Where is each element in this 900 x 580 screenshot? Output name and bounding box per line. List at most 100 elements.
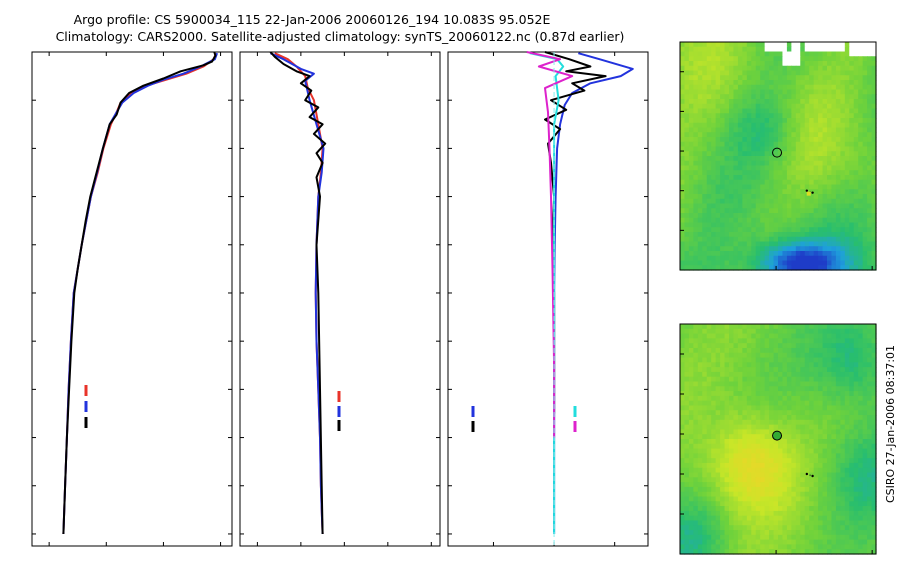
sla_map-heatmap-cell (840, 544, 846, 550)
sla_map-heatmap-cell (680, 462, 686, 469)
sst_map-heatmap-cell (769, 137, 775, 143)
sla_map-heatmap-cell (818, 386, 824, 392)
sst_map-heatmap-cell (804, 194, 810, 200)
sla_map-heatmap-cell (862, 362, 868, 368)
sst_map-heatmap-cell (737, 213, 743, 219)
sla_map-heatmap-cell (844, 362, 850, 368)
sst_map-heatmap-cell (840, 89, 846, 95)
sst_map-heatmap-cell (724, 151, 730, 157)
sst_map-heatmap-cell (702, 89, 708, 95)
sla_map-heatmap-cell (791, 458, 797, 464)
sst_map-heatmap-cell (733, 70, 739, 76)
sst_map-heatmap-cell (715, 265, 721, 271)
sst_map-heatmap-cell (684, 46, 690, 53)
sst_map-heatmap-cell (849, 65, 855, 72)
sla_map-heatmap-cell (760, 491, 766, 498)
sst_map-heatmap-cell (769, 213, 775, 219)
sla_map-heatmap-cell (853, 386, 859, 392)
sst_map-heatmap-cell (827, 99, 833, 105)
sla_map-heatmap-cell (862, 429, 868, 435)
sla_map-heatmap-cell (853, 539, 859, 546)
sla_map-heatmap-cell (684, 347, 690, 354)
sla_map-heatmap-cell (782, 520, 788, 526)
sst_map-heatmap-cell (693, 179, 699, 186)
sla_map-heatmap-cell (871, 400, 877, 407)
sst_map-heatmap-cell (702, 175, 708, 181)
sla_map-heatmap-cell (778, 458, 784, 464)
sst_map-heatmap-cell (720, 227, 726, 233)
sst_map-heatmap-cell (715, 165, 721, 171)
sst_map-heatmap-cell (733, 141, 739, 148)
sla_map-heatmap-cell (769, 477, 775, 483)
sla_map-heatmap-cell (760, 472, 766, 478)
sst_map-heatmap-cell (760, 46, 766, 53)
sla_map-heatmap-cell (702, 328, 708, 335)
sla_map-heatmap-cell (769, 333, 775, 339)
sst_map-heatmap-cell (742, 80, 748, 86)
sst_map-heatmap-cell (849, 89, 855, 95)
sla_map-heatmap-cell (737, 539, 743, 546)
sst_map-heatmap-cell (800, 42, 806, 48)
sst_map-heatmap-cell (693, 255, 699, 262)
sla_map-heatmap-cell (729, 415, 735, 421)
sst_map-heatmap-cell (729, 203, 735, 209)
sst_map-heatmap-cell (818, 179, 824, 186)
sst_map-heatmap-cell (835, 42, 841, 48)
sla_map-heatmap-cell (737, 419, 743, 426)
sst_map-heatmap-cell (688, 208, 694, 214)
sla_map-heatmap-cell (760, 539, 766, 546)
sla_map-heatmap-cell (737, 549, 743, 555)
sst_map-heatmap-cell (786, 118, 792, 124)
sla_map-heatmap-cell (760, 515, 766, 522)
sla_map-heatmap-cell (697, 324, 703, 330)
sla_map-heatmap-cell (751, 506, 757, 512)
sst_map-heatmap-cell (724, 56, 730, 62)
sla_map-heatmap-cell (773, 419, 779, 426)
sla_map-heatmap-cell (724, 405, 730, 411)
sla_map-heatmap-cell (791, 410, 797, 416)
sst_map-heatmap-cell (849, 217, 855, 224)
sla_map-heatmap-cell (809, 486, 815, 493)
sst_map-heatmap-cell (849, 122, 855, 129)
sla_map-heatmap-cell (760, 328, 766, 335)
sla_map-heatmap-cell (835, 376, 841, 383)
sla_map-heatmap-cell (822, 482, 828, 488)
sla_map-heatmap-cell (729, 520, 735, 526)
sst_map-heatmap-cell (871, 217, 877, 224)
sst_map-heatmap-cell (755, 103, 761, 110)
sla_map-heatmap-cell (782, 525, 788, 531)
sla_map-heatmap-cell (733, 419, 739, 426)
sla_map-heatmap-cell (827, 506, 833, 512)
sla_map-heatmap-cell (867, 506, 873, 512)
sst_map-heatmap-cell (778, 70, 784, 76)
sla_map-heatmap-cell (764, 357, 770, 363)
sla_map-heatmap-cell (813, 544, 819, 550)
sla_map-heatmap-cell (858, 515, 864, 522)
sla_map-heatmap-cell (697, 343, 703, 349)
sla_map-heatmap-cell (746, 324, 752, 330)
sla_map-heatmap-cell (818, 357, 824, 363)
sst_map-heatmap-cell (800, 160, 806, 167)
sla_map-heatmap-cell (818, 496, 824, 502)
sst_map-heatmap-cell (822, 132, 828, 138)
sst_map-heatmap-cell (853, 132, 859, 138)
sla_map-heatmap-cell (724, 362, 730, 368)
sla_map-heatmap-cell (737, 343, 743, 349)
sst_map-heatmap-cell (724, 203, 730, 209)
sla_map-heatmap-cell (729, 434, 735, 440)
sla_map-heatmap-cell (746, 367, 752, 373)
sst_map-heatmap-cell (764, 165, 770, 171)
sst_map-heatmap-cell (729, 213, 735, 219)
sla_map-heatmap-cell (720, 333, 726, 339)
sla_map-heatmap-cell (715, 525, 721, 531)
sla_map-heatmap-cell (804, 530, 810, 536)
sst_map-heatmap-cell (693, 156, 699, 162)
sst_map-heatmap-cell (844, 151, 850, 157)
sla_map-heatmap-cell (720, 458, 726, 464)
sst_map-heatmap-cell (791, 46, 797, 53)
sst_map-heatmap-cell (693, 175, 699, 181)
sst_map-heatmap-cell (751, 170, 757, 176)
sst_map-heatmap-cell (702, 246, 708, 252)
sst_map-heatmap-cell (751, 127, 757, 133)
sst_map-heatmap-cell (737, 108, 743, 114)
